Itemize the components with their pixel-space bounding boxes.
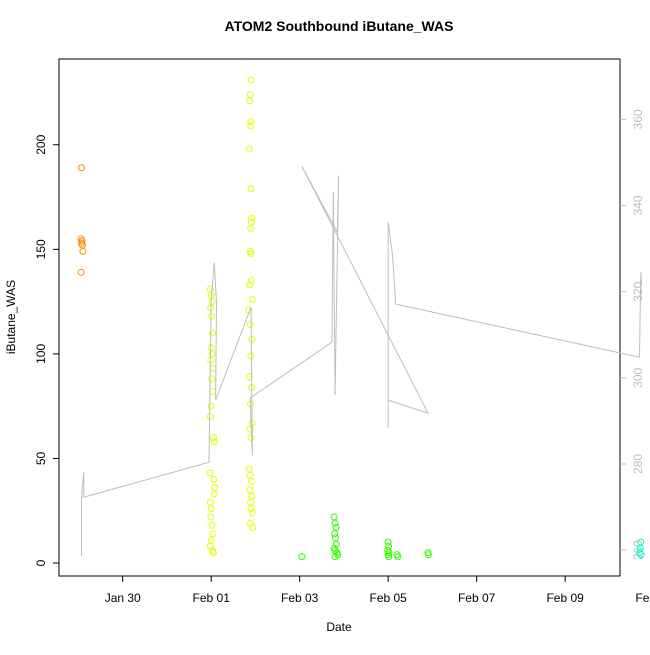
point: [385, 553, 393, 561]
point: [248, 492, 256, 500]
point: [209, 530, 217, 538]
x-axis-label: Date: [326, 620, 352, 634]
point: [208, 350, 216, 358]
point: [298, 553, 306, 561]
y2-tick-label: 280: [631, 454, 645, 474]
point: [424, 551, 432, 559]
point: [206, 469, 214, 477]
point: [208, 312, 216, 320]
point: [248, 214, 256, 222]
x-tick-label: Feb 05: [369, 591, 407, 605]
plot-frame: [58, 58, 621, 577]
point: [247, 76, 255, 84]
point: [209, 329, 217, 337]
point: [247, 434, 255, 442]
point: [247, 118, 255, 126]
point: [209, 549, 217, 557]
point: [77, 268, 85, 276]
point: [330, 513, 338, 521]
point: [206, 542, 214, 550]
point: [207, 402, 215, 410]
point: [332, 540, 340, 548]
point: [245, 145, 253, 153]
point: [245, 373, 253, 381]
point: [208, 375, 216, 383]
y2-tick-label: 320: [631, 281, 645, 301]
point: [384, 538, 392, 546]
point: [246, 91, 254, 99]
point: [331, 519, 339, 527]
point: [207, 536, 215, 544]
point: [248, 296, 256, 304]
x-tick-label: Feb 09: [546, 591, 584, 605]
y-tick-label: 100: [34, 344, 48, 364]
point: [246, 425, 254, 433]
x-tick-label: Feb 11: [635, 591, 650, 605]
x-tick-label: Feb 03: [281, 591, 319, 605]
y2-tick-label: 360: [631, 109, 645, 129]
point: [79, 247, 87, 255]
point: [211, 484, 219, 492]
point: [246, 321, 254, 329]
y-tick-label: 150: [34, 239, 48, 259]
point: [332, 523, 340, 531]
point: [637, 551, 645, 559]
point: [247, 218, 255, 226]
point: [331, 553, 339, 561]
point: [207, 513, 215, 521]
point: [209, 365, 217, 373]
point: [208, 521, 216, 529]
point: [206, 498, 214, 506]
point: [247, 277, 255, 285]
point: [207, 344, 215, 352]
y-tick-label: 0: [34, 559, 48, 566]
point: [248, 509, 256, 517]
x-tick-label: Jan 30: [105, 591, 141, 605]
line-series: [81, 166, 643, 557]
point: [247, 505, 255, 513]
point: [78, 164, 86, 172]
point: [332, 534, 340, 542]
x-tick-label: Feb 07: [458, 591, 496, 605]
point: [247, 185, 255, 193]
point: [207, 505, 215, 513]
point: [247, 122, 255, 130]
y-axis-label: iButane_WAS: [4, 280, 18, 354]
point: [246, 486, 254, 494]
point: [206, 413, 214, 421]
point: [245, 465, 253, 473]
x-tick-label: Feb 01: [193, 591, 231, 605]
point: [210, 475, 218, 483]
point: [385, 542, 393, 550]
point: [246, 471, 254, 479]
point: [248, 335, 256, 343]
y2-tick-label: 340: [631, 195, 645, 215]
point: [210, 438, 218, 446]
y-tick-label: 200: [34, 134, 48, 154]
point: [394, 553, 402, 561]
point: [208, 298, 216, 306]
point: [246, 97, 254, 105]
point: [247, 224, 255, 232]
point: [210, 490, 218, 498]
point: [78, 241, 86, 249]
chart-title: ATOM2 Southbound iButane_WAS: [225, 18, 454, 34]
point: [209, 434, 217, 442]
point: [247, 477, 255, 485]
point: [249, 523, 257, 531]
y-tick-label: 50: [34, 451, 48, 465]
point: [246, 281, 254, 289]
y2-tick-label: 300: [631, 367, 645, 387]
point: [247, 250, 255, 258]
point: [247, 498, 255, 506]
point: [331, 530, 339, 538]
